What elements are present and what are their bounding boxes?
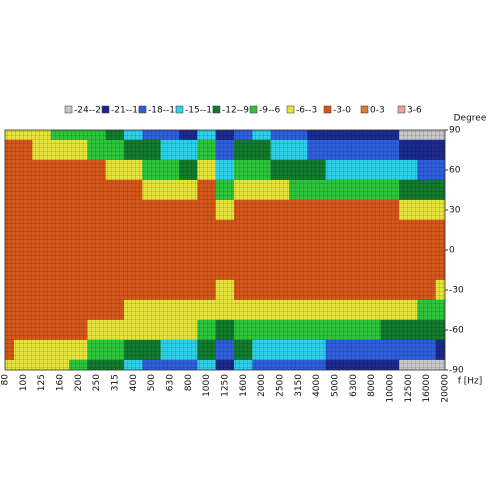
legend-swatch [138,105,147,114]
legend-label: -3-0 [333,106,351,116]
x-tick-label: 1250 [221,374,231,397]
legend-swatch [397,105,406,114]
x-tick-label: 10000 [386,374,396,403]
y-tick-label: 30 [449,206,461,216]
mesh-overlay [5,130,445,370]
x-tick-label: 1000 [202,374,212,397]
legend-swatch [175,105,184,114]
legend-label: 3-6 [407,106,422,116]
x-tick-label: 160 [56,374,66,391]
x-tick-label: 125 [37,374,47,391]
legend-label: -12--9 [222,106,249,116]
x-tick-label: 400 [129,374,139,391]
legend-swatch [323,105,332,114]
legend-swatch [286,105,295,114]
x-tick-label: 2000 [257,374,267,397]
x-tick-label: 200 [74,374,84,391]
legend-swatch [249,105,258,114]
y-tick-label: 0 [449,246,455,256]
legend-label: -24--21 [74,106,107,116]
x-tick-label: 12500 [404,374,414,403]
y-axis-label: Degree [454,114,487,124]
legend-label: -21--18 [111,106,144,116]
x-tick-label: 315 [111,374,121,391]
y-tick-label: -90 [449,366,464,376]
legend-label: -6--3 [296,106,317,116]
x-tick-label: 4000 [312,374,322,397]
x-tick-label: 800 [184,374,194,391]
legend-label: 0-3 [370,106,385,116]
x-tick-label: 6300 [349,374,359,397]
y-tick-label: -30 [449,286,464,296]
x-tick-label: 80 [1,374,11,386]
x-axis-label: f [Hz] [458,377,483,387]
y-tick-label: -60 [449,326,464,336]
legend-label: -18--15 [148,106,181,116]
y-tick-label: 60 [449,166,461,176]
y-tick-label: 90 [449,126,461,136]
legend-swatch [101,105,110,114]
x-tick-label: 250 [92,374,102,391]
x-tick-label: 20000 [441,374,451,403]
x-tick-label: 630 [166,374,176,391]
legend-swatch [64,105,73,114]
x-tick-label: 2500 [276,374,286,397]
x-tick-label: 8000 [367,374,377,397]
x-tick-label: 1600 [239,374,249,397]
legend-label: -9--6 [259,106,280,116]
legend-label: -15--12 [185,106,218,116]
x-tick-label: 16000 [422,374,432,403]
x-tick-label: 100 [19,374,29,391]
x-tick-label: 5000 [331,374,341,397]
legend-swatch [212,105,221,114]
x-tick-label: 500 [147,374,157,391]
x-tick-label: 3150 [294,374,304,397]
legend-swatch [360,105,369,114]
